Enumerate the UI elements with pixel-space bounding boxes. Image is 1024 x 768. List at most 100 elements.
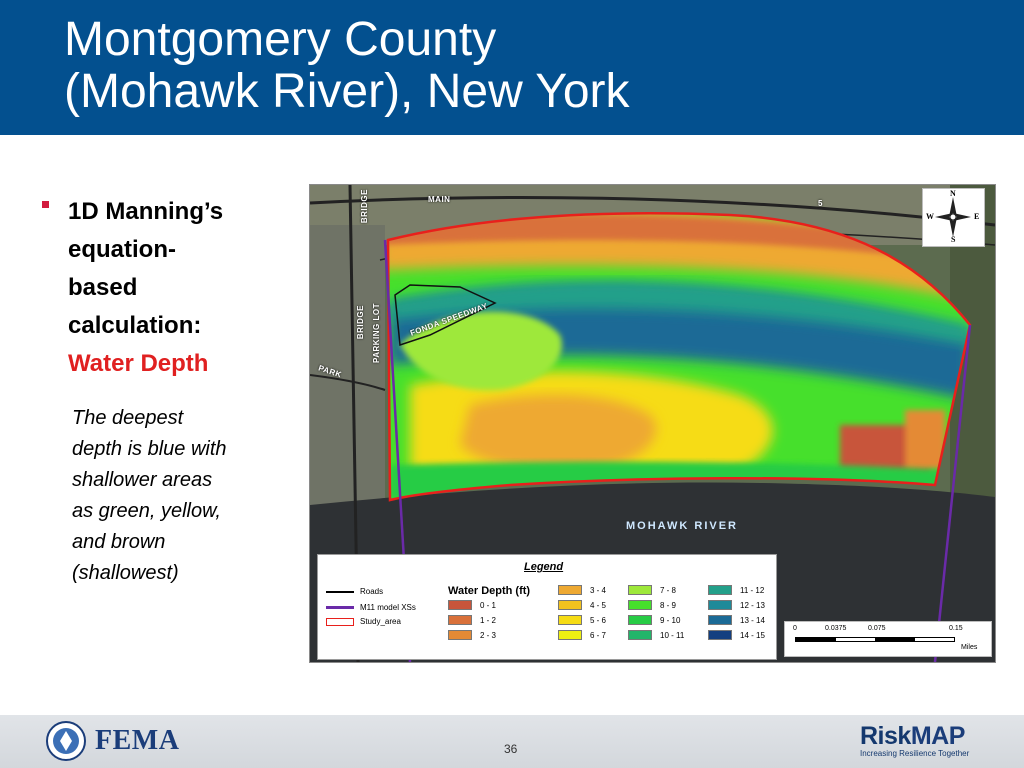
legend-class-label: 9 - 10 bbox=[660, 615, 681, 625]
legend-class-label: 5 - 6 bbox=[590, 615, 607, 625]
legend-swatch bbox=[708, 585, 732, 595]
study-area-outline bbox=[386, 212, 972, 502]
water-depth-map: MAIN BRIDGE BRIDGE PARKING LOT PARK FOND… bbox=[309, 184, 996, 663]
north-letter: N bbox=[950, 189, 956, 198]
legend-class-label: 3 - 4 bbox=[590, 585, 607, 595]
map-graphic bbox=[310, 185, 995, 662]
aerial-west-block bbox=[310, 225, 385, 525]
label-bridge-mid: BRIDGE bbox=[356, 305, 365, 340]
note-line-5: and brown bbox=[72, 531, 166, 553]
legend-swatch bbox=[708, 630, 732, 640]
fema-logo-text: FEMA bbox=[95, 725, 180, 756]
label-parking-lot: PARKING LOT bbox=[372, 303, 381, 364]
cross-section-east bbox=[933, 324, 972, 662]
legend-class-10-11: 10 - 11 bbox=[628, 630, 684, 640]
dhs-seal-icon bbox=[46, 721, 86, 761]
legend-depth-title: Water Depth (ft) bbox=[448, 585, 531, 597]
title-line-2: (Mohawk River), New York bbox=[64, 65, 630, 118]
map-legend: Legend Roads M11 model XSs Study_area Wa… bbox=[317, 554, 777, 660]
label-main: MAIN bbox=[428, 195, 451, 204]
legend-swatch bbox=[628, 615, 652, 625]
scale-tick-2: 0.075 bbox=[868, 625, 886, 632]
legend-swatch bbox=[708, 600, 732, 610]
legend-class-12-13: 12 - 13 bbox=[708, 600, 765, 610]
legend-swatch bbox=[558, 600, 582, 610]
legend-class-label: 4 - 5 bbox=[590, 600, 607, 610]
south-letter: S bbox=[951, 235, 956, 244]
scale-bar: 0 0.0375 0.075 0.15 Miles bbox=[784, 621, 992, 657]
legend-swatch bbox=[558, 615, 582, 625]
title-line-1: Montgomery County bbox=[64, 13, 497, 66]
legend-class-8-9: 8 - 9 bbox=[628, 600, 676, 610]
legend-class-1-2: 1 - 2 bbox=[448, 615, 496, 625]
explanatory-note: The deepest depth is blue with shallower… bbox=[72, 403, 277, 589]
bullet-text: 1D Manning’s equation- based calculation… bbox=[68, 193, 298, 383]
legend-swatch bbox=[448, 630, 472, 640]
road-main bbox=[310, 195, 995, 227]
depth-center-orange bbox=[460, 394, 657, 472]
scale-tick-0: 0 bbox=[793, 625, 797, 632]
bullet-highlight: Water Depth bbox=[68, 350, 209, 377]
scale-bar-graphic bbox=[795, 637, 955, 642]
scale-tick-1: 0.0375 bbox=[825, 625, 847, 632]
legend-class-label: 0 - 1 bbox=[480, 600, 497, 610]
bullet-line-4: calculation: bbox=[68, 312, 202, 339]
slide-footer: FEMA 36 RiskMAP Increasing Resilience To… bbox=[0, 715, 1024, 768]
riskmap-map: MAP bbox=[910, 722, 966, 750]
legend-swatch bbox=[558, 630, 582, 640]
scale-unit: Miles bbox=[961, 644, 978, 651]
riskmap-wordmark: RiskMAP bbox=[860, 722, 969, 751]
legend-class-label: 7 - 8 bbox=[660, 585, 677, 595]
depth-raster bbox=[388, 213, 970, 500]
north-arrow: N S W E bbox=[922, 188, 985, 247]
legend-class-label: 14 - 15 bbox=[740, 630, 765, 640]
riskmap-logo: RiskMAP Increasing Resilience Together bbox=[860, 722, 969, 758]
roads-line-swatch bbox=[326, 590, 354, 593]
legend-study-area: Study_area bbox=[326, 617, 401, 626]
scale-tick-3: 0.15 bbox=[949, 625, 963, 632]
slide-title: Montgomery County (Mohawk River), New Yo… bbox=[64, 14, 630, 118]
legend-roads: Roads bbox=[326, 587, 383, 596]
legend-class-2-3: 2 - 3 bbox=[448, 630, 496, 640]
bullet-square-icon bbox=[42, 201, 49, 208]
legend-swatch bbox=[628, 585, 652, 595]
speedway-outline bbox=[394, 284, 497, 347]
bullet-line-1: 1D Manning’s bbox=[68, 198, 224, 225]
label-bridge-top: BRIDGE bbox=[360, 189, 369, 224]
legend-class-label: 2 - 3 bbox=[480, 630, 497, 640]
east-letter: E bbox=[974, 212, 980, 221]
legend-class-label: 1 - 2 bbox=[480, 615, 497, 625]
legend-roads-label: Roads bbox=[360, 587, 384, 596]
slide-header: Montgomery County (Mohawk River), New Yo… bbox=[0, 0, 1024, 135]
west-letter: W bbox=[926, 212, 934, 221]
legend-class-label: 10 - 11 bbox=[660, 630, 685, 640]
legend-swatch bbox=[448, 615, 472, 625]
page-number: 36 bbox=[504, 742, 518, 756]
legend-class-7-8: 7 - 8 bbox=[628, 585, 676, 595]
legend-class-label: 8 - 9 bbox=[660, 600, 677, 610]
depth-east-orange bbox=[905, 410, 945, 470]
legend-xs-label: M11 model XSs bbox=[360, 603, 416, 612]
legend-class-3-4: 3 - 4 bbox=[558, 585, 606, 595]
compass-rose-icon bbox=[935, 197, 971, 237]
legend-swatch bbox=[708, 615, 732, 625]
label-route: 5 bbox=[818, 199, 823, 208]
riskmap-tagline: Increasing Resilience Together bbox=[860, 749, 970, 758]
legend-swatch bbox=[628, 600, 652, 610]
legend-class-9-10: 9 - 10 bbox=[628, 615, 680, 625]
legend-class-13-14: 13 - 14 bbox=[708, 615, 765, 625]
legend-class-4-5: 4 - 5 bbox=[558, 600, 606, 610]
note-line-3: shallower areas bbox=[72, 469, 213, 491]
cross-section-swatch bbox=[326, 606, 354, 609]
note-line-6: (shallowest) bbox=[72, 562, 179, 584]
depth-north-shallow bbox=[388, 214, 970, 265]
legend-class-label: 12 - 13 bbox=[740, 600, 765, 610]
legend-swatch bbox=[448, 600, 472, 610]
legend-class-6-7: 6 - 7 bbox=[558, 630, 606, 640]
riskmap-risk: Risk bbox=[860, 722, 911, 750]
legend-swatch bbox=[558, 585, 582, 595]
legend-study-label: Study_area bbox=[360, 617, 401, 626]
legend-class-5-6: 5 - 6 bbox=[558, 615, 606, 625]
legend-class-14-15: 14 - 15 bbox=[708, 630, 765, 640]
note-line-1: The deepest bbox=[72, 407, 184, 429]
